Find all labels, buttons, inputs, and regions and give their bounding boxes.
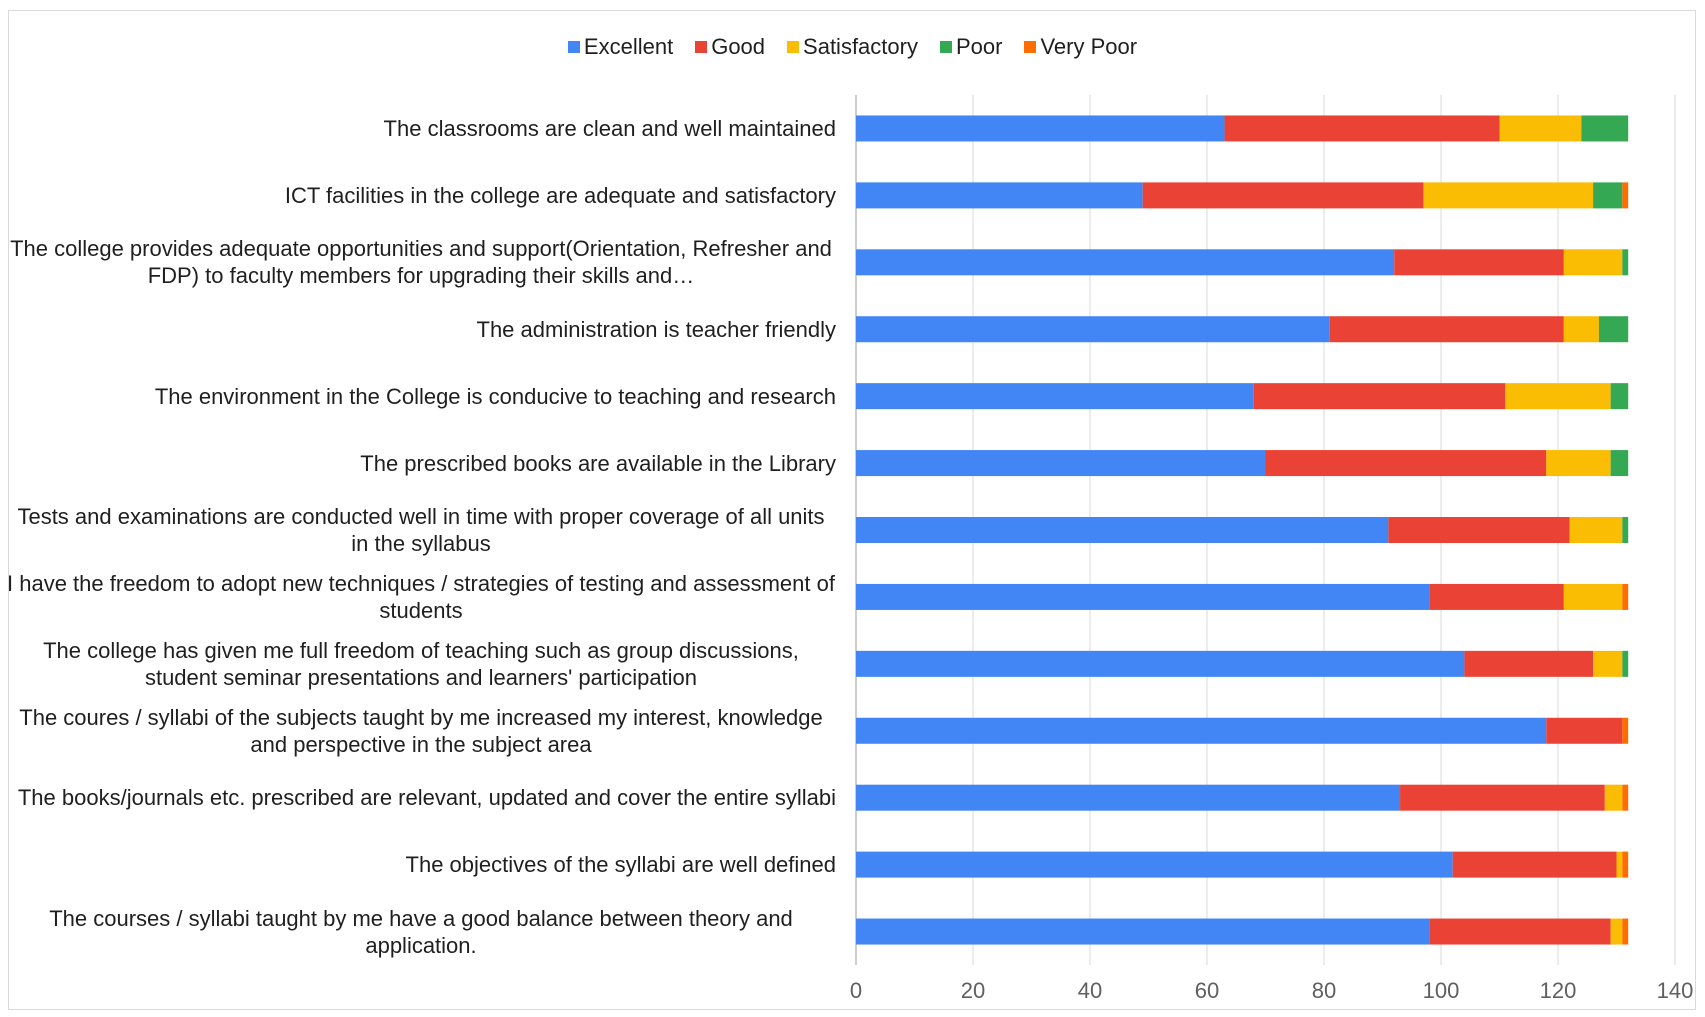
category-label: ICT facilities in the college are adequa… (284, 182, 836, 208)
legend-swatch (567, 41, 580, 53)
legend-swatch (1024, 41, 1037, 53)
bar-segment-excellent (856, 851, 1453, 878)
bar-segment-good (1546, 717, 1623, 744)
category-label: The classrooms are clean and well mainta… (383, 115, 836, 141)
category-label: I have the freedom to adopt new techniqu… (7, 570, 835, 623)
bar-segment-satisfactory (1604, 784, 1623, 811)
x-tick-label: 60 (1195, 978, 1219, 1003)
legend-item: Excellent (567, 34, 674, 60)
x-tick-label: 40 (1078, 978, 1102, 1003)
bar-segment-poor (1622, 517, 1629, 543)
legend-item: Poor (939, 34, 1003, 60)
bar-segment-excellent (856, 583, 1430, 610)
bar-segment-satisfactory (1423, 182, 1594, 209)
bar-segment-poor (1622, 650, 1629, 677)
bar-segment-satisfactory (1593, 650, 1623, 677)
bar-segment-satisfactory (1563, 249, 1623, 276)
bar-segment-satisfactory (1505, 383, 1611, 410)
bar-segment-satisfactory (1546, 450, 1611, 477)
bar-segment-good (1265, 450, 1547, 477)
bar-segment-good (1329, 316, 1564, 343)
legend-item: Satisfactory (787, 34, 918, 60)
legend-swatch (695, 41, 708, 53)
bar-segment-excellent (856, 182, 1143, 209)
bar-segment-excellent (856, 249, 1395, 276)
bar-segment-good (1224, 115, 1500, 142)
bar-segment-excellent (856, 650, 1465, 677)
legend-label: Satisfactory (803, 34, 918, 59)
bar-segment-excellent (856, 450, 1266, 477)
bar-segment-satisfactory (1616, 851, 1623, 878)
category-label: The prescribed books are available in th… (360, 450, 836, 476)
x-tick-label: 100 (1423, 978, 1460, 1003)
bar-segment-excellent (856, 316, 1330, 343)
bar-segment-very-poor (1622, 784, 1629, 811)
bar-segment-satisfactory (1499, 115, 1582, 142)
category-label: The books/journals etc. prescribed are r… (17, 785, 836, 811)
category-label: The college provides adequate opportunit… (10, 236, 832, 289)
x-tick-label: 120 (1540, 978, 1577, 1003)
x-tick-label: 20 (961, 978, 985, 1003)
x-tick-label: 140 (1657, 978, 1694, 1003)
bar-segment-good (1400, 784, 1605, 811)
bar-segment-excellent (856, 383, 1254, 410)
bar-segment-good (1429, 583, 1564, 610)
bar-segment-very-poor (1622, 918, 1629, 945)
legend-item: Very Poor (1024, 34, 1137, 60)
bar-segment-good (1429, 918, 1611, 945)
category-label: The environment in the College is conduc… (154, 383, 836, 409)
bar-segment-very-poor (1622, 182, 1629, 209)
bar-segment-excellent (856, 717, 1547, 744)
bar-segment-very-poor (1622, 717, 1629, 744)
category-label: The administration is teacher friendly (476, 316, 837, 342)
bar-segment-poor (1593, 182, 1623, 209)
bar-segment-good (1253, 383, 1506, 410)
bar-segment-poor (1622, 249, 1629, 276)
bar-segment-very-poor (1622, 583, 1629, 610)
bar-segment-excellent (856, 115, 1225, 142)
bar-segment-poor (1610, 450, 1629, 477)
bar-segment-good (1464, 650, 1594, 677)
legend-label: Excellent (583, 34, 674, 59)
x-tick-label: 80 (1312, 978, 1336, 1003)
bar-segment-satisfactory (1563, 316, 1599, 343)
legend-label: Poor (955, 34, 1003, 59)
legend-item: Good (695, 34, 765, 60)
bar-segment-very-poor (1622, 851, 1629, 878)
x-tick-label: 0 (850, 978, 862, 1003)
legend: Excellent Good Satisfactory Poor Very Poor (0, 34, 1705, 60)
category-label: The coures / syllabi of the subjects tau… (19, 704, 823, 757)
bar-segment-excellent (856, 918, 1430, 945)
bar-segment-good (1452, 851, 1617, 878)
legend-swatch (939, 41, 952, 53)
bar-segment-good (1388, 517, 1570, 543)
bar-segment-excellent (856, 517, 1389, 543)
category-label: The college has given me full freedom of… (43, 637, 799, 690)
bar-segment-poor (1610, 383, 1629, 410)
bar-segment-good (1142, 182, 1424, 209)
category-label: The courses / syllabi taught by me have … (49, 905, 793, 958)
category-label: Tests and examinations are conducted wel… (17, 504, 825, 556)
bar-segment-satisfactory (1569, 517, 1623, 543)
bar-segment-excellent (856, 784, 1401, 811)
bar-segment-good (1394, 249, 1564, 276)
legend-label: Very Poor (1040, 34, 1138, 59)
category-label: The objectives of the syllabi are well d… (405, 852, 836, 878)
legend-swatch (787, 41, 800, 53)
bar-segment-satisfactory (1610, 918, 1623, 945)
bar-segment-poor (1598, 316, 1629, 343)
legend-label: Good (711, 34, 766, 59)
bar-segment-satisfactory (1563, 583, 1623, 610)
chart-frame (8, 10, 1696, 1010)
bar-segment-poor (1581, 115, 1629, 142)
